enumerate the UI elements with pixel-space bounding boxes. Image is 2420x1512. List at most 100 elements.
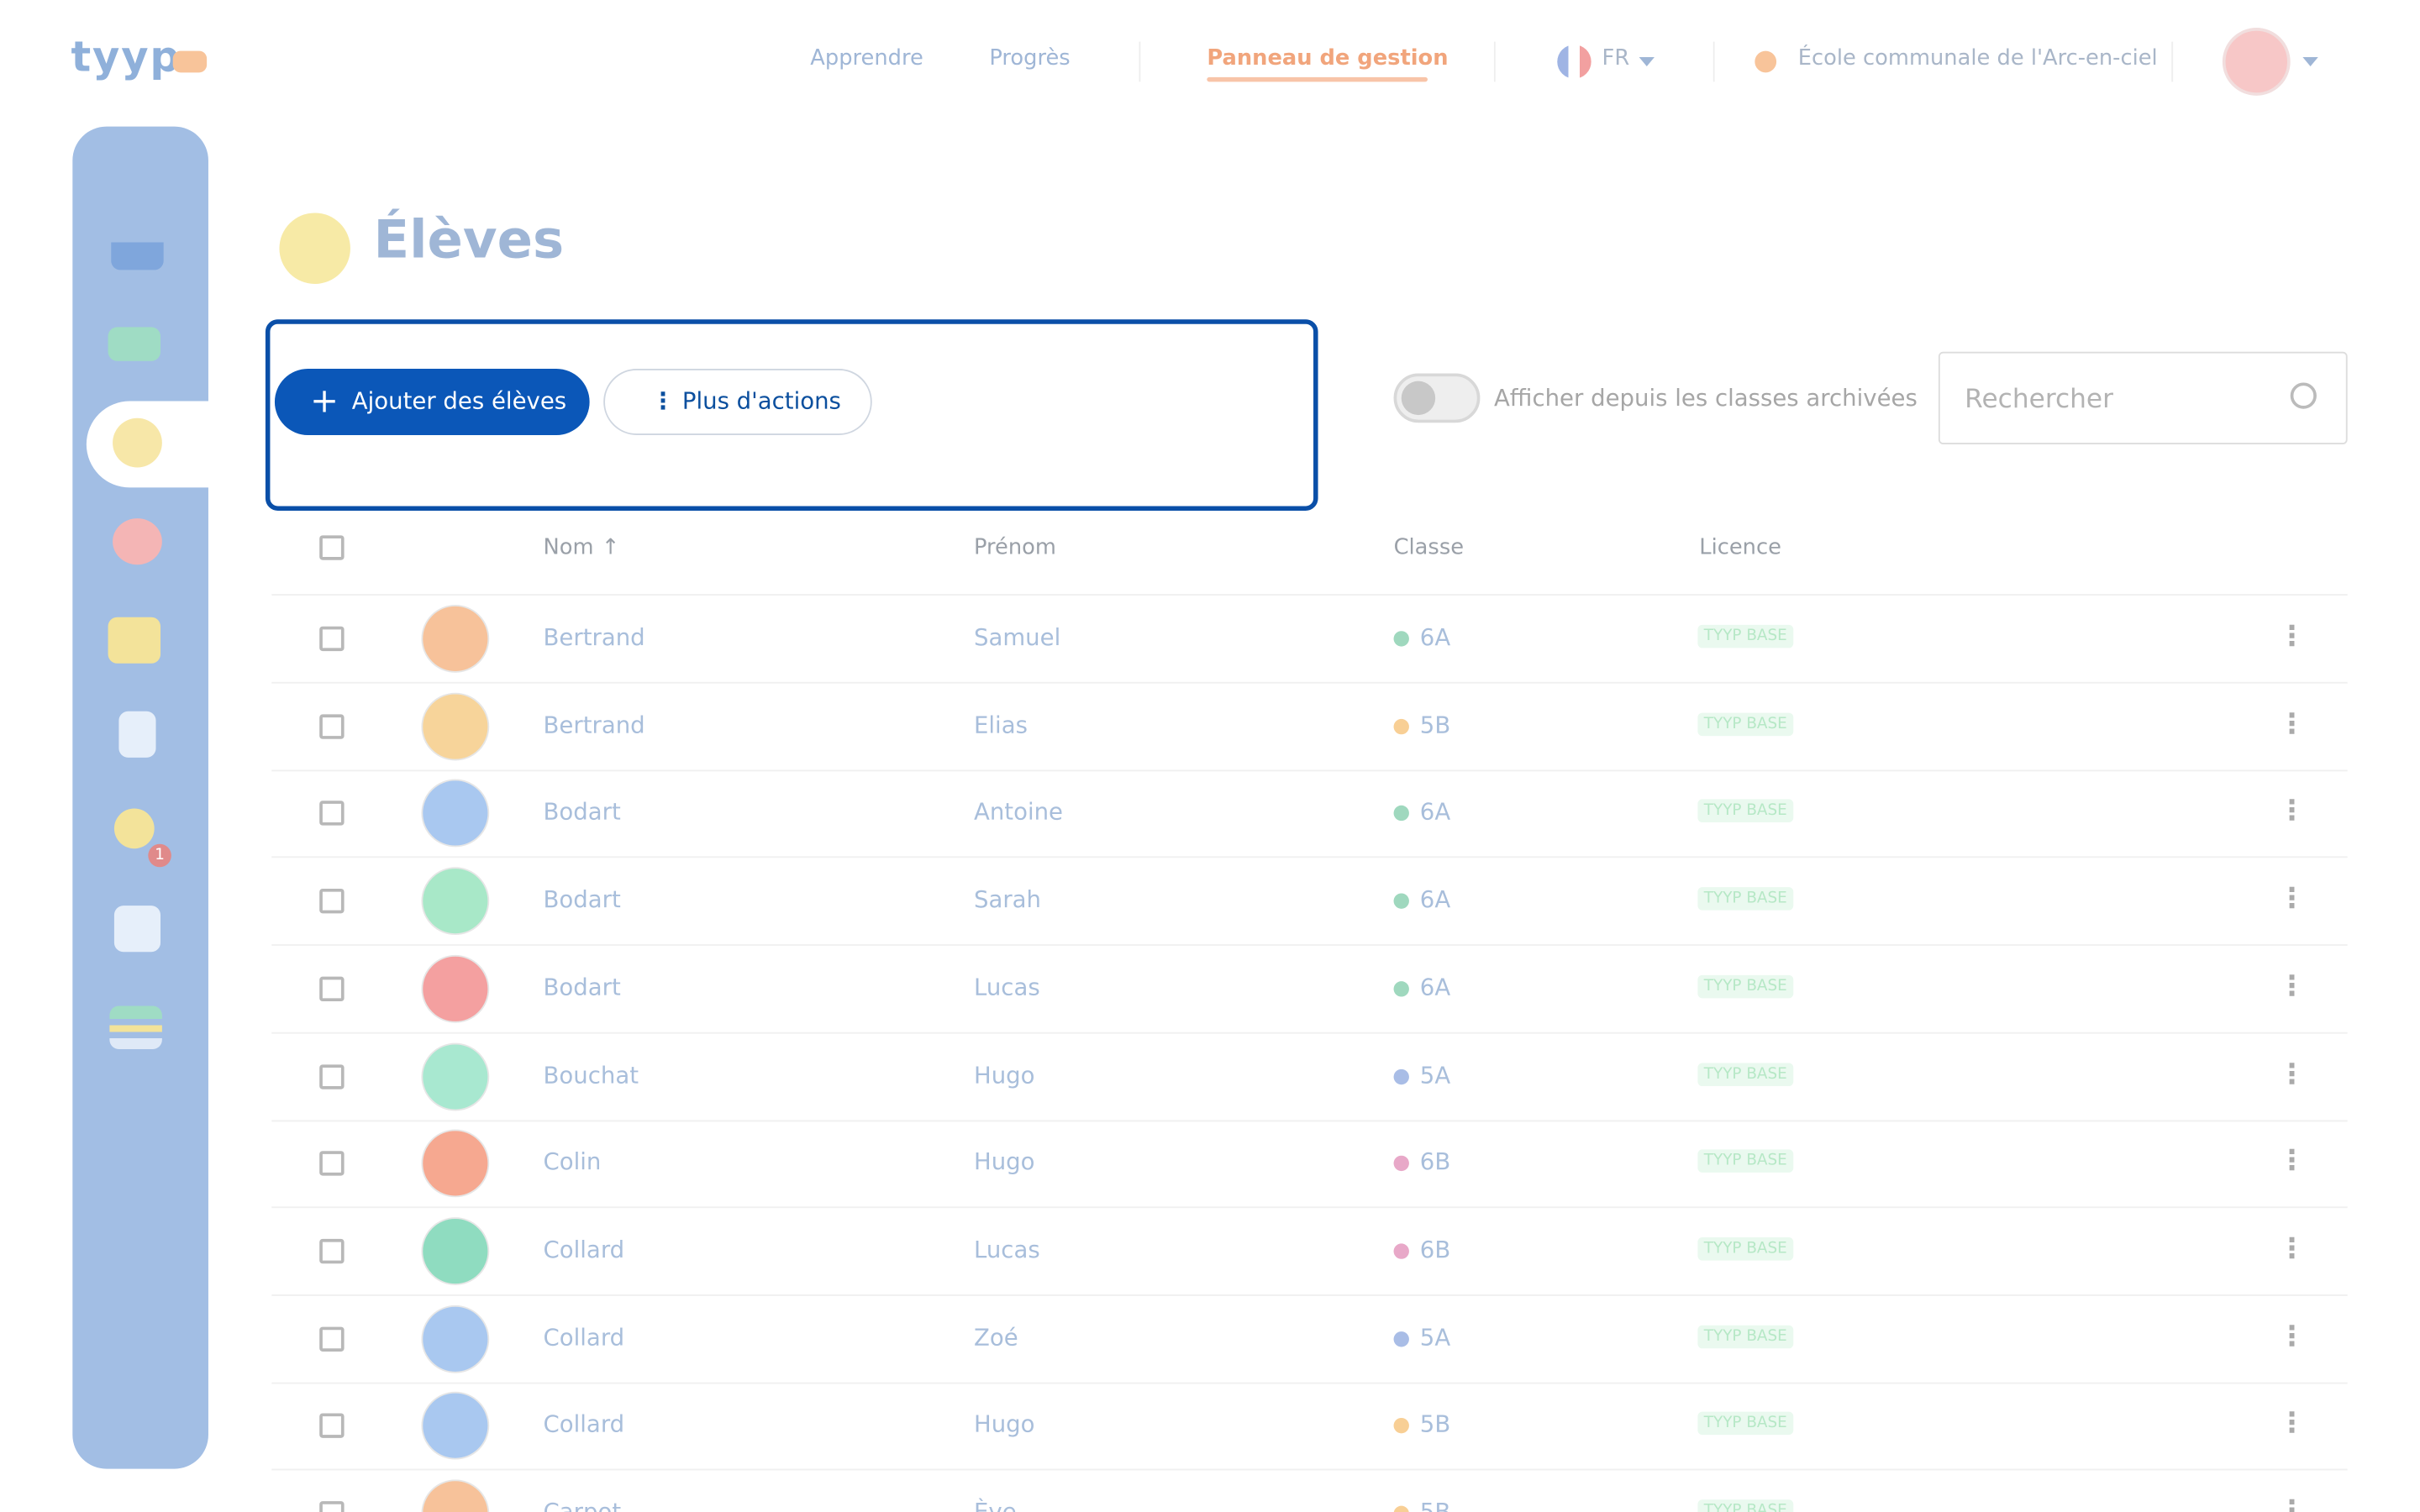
student-avatar [421, 1392, 490, 1461]
divider [271, 1469, 2348, 1471]
column-header[interactable]: Nom ↑ [544, 535, 620, 559]
class-dot [1393, 1156, 1409, 1172]
row-checkbox[interactable] [319, 889, 345, 914]
keys-icon[interactable] [113, 808, 155, 849]
last-name: Collard [543, 1323, 625, 1352]
settings-icon[interactable] [109, 1005, 162, 1049]
search-placeholder: Rechercher [1965, 384, 2113, 416]
row-checkbox[interactable] [319, 1063, 345, 1089]
stats-icon[interactable] [111, 223, 164, 270]
first-name: Hugo [973, 1147, 1035, 1176]
class-name: 5A [1419, 1060, 1451, 1089]
row-checkbox[interactable] [319, 1238, 345, 1264]
school-name[interactable]: École communale de l'Arc-en-ciel [1797, 46, 2158, 71]
row-checkbox[interactable] [319, 1501, 345, 1512]
board-icon[interactable] [108, 327, 161, 361]
kebab-icon: ⋮ [651, 387, 675, 416]
last-name: Collard [543, 1410, 625, 1439]
last-name: Bertrand [543, 623, 645, 652]
sort-icon: ↑ [601, 535, 620, 560]
plus-icon: + [310, 382, 339, 422]
class-dot [1393, 806, 1409, 822]
row-menu[interactable]: ⋮ [2278, 1145, 2307, 1178]
student-avatar [421, 867, 490, 936]
archived-toggle[interactable] [1393, 373, 1481, 423]
last-name: Collard [543, 1236, 625, 1264]
last-name: Bertrand [543, 711, 645, 739]
column-header: Prénom [973, 535, 1056, 560]
row-checkbox[interactable] [319, 1151, 345, 1176]
language-select[interactable]: FR [1602, 46, 1630, 71]
document-icon[interactable] [113, 906, 161, 953]
row-menu[interactable]: ⋮ [2278, 1407, 2307, 1441]
toggle-label: Afficher depuis les classes archivées [1493, 384, 1918, 412]
row-checkbox[interactable] [319, 713, 345, 739]
row-checkbox[interactable] [319, 626, 345, 652]
row-menu[interactable]: ⋮ [2278, 1058, 2307, 1090]
row-menu[interactable]: ⋮ [2278, 707, 2307, 741]
last-name: Bouchat [543, 1060, 639, 1089]
button-label: Ajouter des élèves [351, 387, 567, 416]
row-menu[interactable]: ⋮ [2278, 1320, 2307, 1353]
title-icon [279, 213, 350, 284]
first-name: Sarah [973, 885, 1042, 914]
more-actions-button[interactable]: ⋮ Plus d'actions [603, 368, 872, 435]
license-tag: TYYP BASE [1697, 1236, 1794, 1261]
row-checkbox[interactable] [319, 1413, 345, 1439]
nav-link-active[interactable]: Panneau de gestion [1207, 46, 1449, 71]
last-name: Bodart [543, 885, 621, 914]
nav-link[interactable]: Apprendre [810, 46, 923, 71]
row-menu[interactable]: ⋮ [2278, 795, 2307, 828]
class-name: 6A [1419, 623, 1451, 652]
hands-icon[interactable] [108, 617, 161, 664]
row-menu[interactable]: ⋮ [2278, 882, 2307, 916]
row-menu[interactable]: ⋮ [2278, 969, 2307, 1003]
class-name: 6A [1419, 885, 1451, 914]
student-avatar [421, 1479, 490, 1512]
student-avatar [421, 1305, 490, 1373]
first-name: Hugo [973, 1060, 1035, 1089]
divider [271, 1032, 2348, 1034]
search-box[interactable] [1938, 351, 2348, 444]
dropdown-caret [2302, 56, 2318, 66]
apple-icon[interactable] [113, 518, 162, 565]
logo[interactable]: tyyp [71, 34, 182, 82]
clipboard-icon[interactable] [118, 711, 156, 758]
class-name: 6B [1419, 1147, 1451, 1176]
student-avatar [421, 780, 490, 848]
row-checkbox[interactable] [319, 801, 345, 827]
dropdown-caret [1639, 56, 1655, 66]
last-name: Bodart [543, 798, 621, 827]
separator [2171, 41, 2174, 82]
class-name: 5A [1419, 1323, 1451, 1352]
row-checkbox[interactable] [319, 1326, 345, 1352]
license-tag: TYYP BASE [1697, 887, 1794, 911]
row-menu[interactable]: ⋮ [2278, 1232, 2307, 1265]
class-dot [1393, 1331, 1409, 1347]
class-name: 5B [1419, 1410, 1451, 1439]
class-name: 6B [1419, 1236, 1451, 1264]
class-name: 5B [1419, 711, 1451, 739]
search-icon[interactable] [2290, 382, 2317, 409]
last-name: Colin [543, 1147, 602, 1176]
row-menu[interactable]: ⋮ [2278, 620, 2307, 653]
row-checkbox[interactable] [319, 976, 345, 1001]
student-avatar [421, 1216, 490, 1285]
last-name: Bodart [543, 973, 621, 1001]
user-avatar[interactable] [2222, 28, 2291, 96]
active-underline [1207, 76, 1428, 82]
select-all-checkbox[interactable] [319, 535, 345, 560]
divider [271, 1206, 2348, 1209]
student-avatar [421, 692, 490, 760]
nav-link[interactable]: Progrès [989, 46, 1071, 71]
license-tag: TYYP BASE [1697, 1412, 1794, 1436]
student-avatar [421, 604, 490, 673]
students-icon[interactable] [113, 417, 162, 468]
class-dot [1393, 718, 1409, 734]
divider [271, 594, 2348, 596]
row-menu[interactable]: ⋮ [2278, 1494, 2307, 1512]
add-students-button[interactable]: + Ajouter des élèves [274, 368, 590, 435]
class-dot [1393, 980, 1409, 997]
